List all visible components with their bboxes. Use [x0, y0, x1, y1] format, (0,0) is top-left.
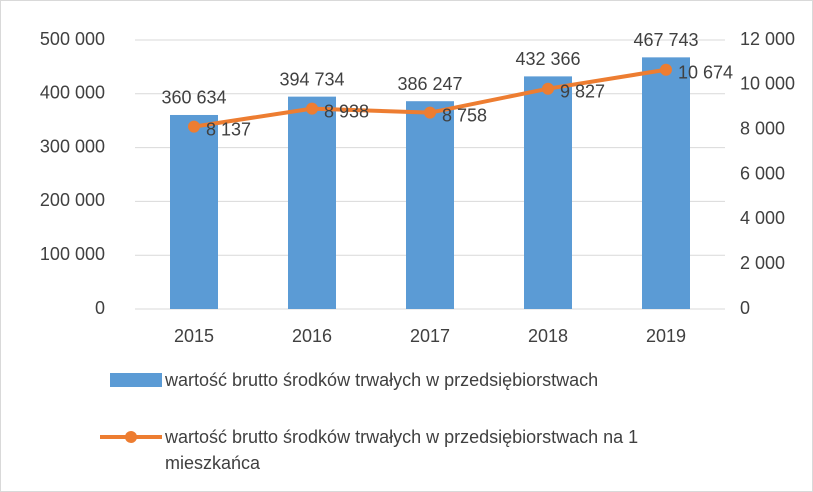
y2-tick-label: 4 000	[740, 208, 785, 228]
bar	[524, 76, 572, 310]
y2-tick-label: 0	[740, 298, 750, 318]
bar-value-label: 386 247	[397, 74, 462, 94]
legend-item: wartość brutto środków trwałych w przeds…	[100, 424, 638, 473]
line-value-label: 10 674	[678, 62, 733, 82]
legend-label: wartość brutto środków trwałych w przeds…	[165, 370, 599, 390]
y-tick-label: 0	[95, 298, 105, 318]
y2-tick-label: 8 000	[740, 118, 785, 138]
y2-tick-label: 6 000	[740, 163, 785, 183]
legend-label: wartość brutto środków trwałych w przeds…	[165, 427, 639, 473]
bar	[170, 114, 218, 309]
y-tick-label: 400 000	[40, 83, 105, 103]
legend-swatch	[100, 431, 162, 443]
y2-tick-label: 2 000	[740, 253, 785, 273]
bar	[288, 96, 336, 309]
line-value-label: 8 758	[442, 105, 487, 125]
legend-bar-swatch	[110, 373, 162, 387]
line-value-label: 8 137	[206, 119, 251, 139]
bar-value-label: 467 743	[633, 30, 698, 50]
y2-tick-label: 10 000	[740, 74, 795, 94]
line-value-label: 9 827	[560, 81, 605, 101]
x-tick-label: 2015	[174, 326, 214, 346]
line-marker	[306, 102, 318, 115]
x-tick-label: 2018	[528, 326, 568, 346]
bar-value-label: 432 366	[515, 49, 580, 69]
legend-marker	[125, 431, 137, 443]
legend-item: wartość brutto środków trwałych w przeds…	[110, 367, 598, 393]
bar-value-label: 394 734	[279, 69, 344, 89]
line-value-label: 8 938	[324, 101, 369, 121]
bar	[642, 57, 690, 310]
x-tick-label: 2019	[646, 326, 686, 346]
legend-swatch	[110, 373, 162, 387]
y-tick-label: 100 000	[40, 244, 105, 264]
line-marker	[188, 120, 200, 133]
x-tick-label: 2017	[410, 326, 450, 346]
x-tick-label: 2016	[292, 326, 332, 346]
bar-value-label: 360 634	[161, 88, 226, 108]
line-marker	[542, 82, 554, 95]
line-marker	[424, 106, 436, 119]
y-tick-label: 300 000	[40, 136, 105, 156]
y2-tick-label: 12 000	[740, 29, 795, 49]
bar	[406, 101, 454, 309]
y-tick-label: 200 000	[40, 190, 105, 210]
line-marker	[660, 63, 672, 76]
y-tick-label: 500 000	[40, 29, 105, 49]
